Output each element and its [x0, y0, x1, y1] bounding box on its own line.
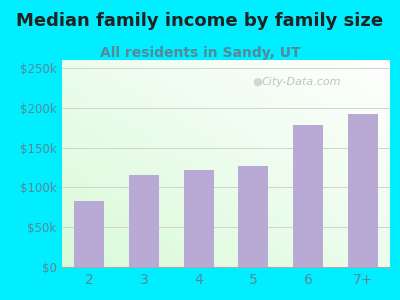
Text: ●: ● [252, 77, 262, 87]
Bar [129, 176, 159, 267]
Bar [293, 125, 323, 267]
Text: Median family income by family size: Median family income by family size [16, 12, 384, 30]
Bar [238, 166, 268, 267]
Bar [184, 170, 214, 267]
Text: All residents in Sandy, UT: All residents in Sandy, UT [100, 46, 300, 61]
Text: City-Data.com: City-Data.com [262, 77, 341, 87]
Bar [348, 114, 378, 267]
Bar [74, 201, 104, 267]
